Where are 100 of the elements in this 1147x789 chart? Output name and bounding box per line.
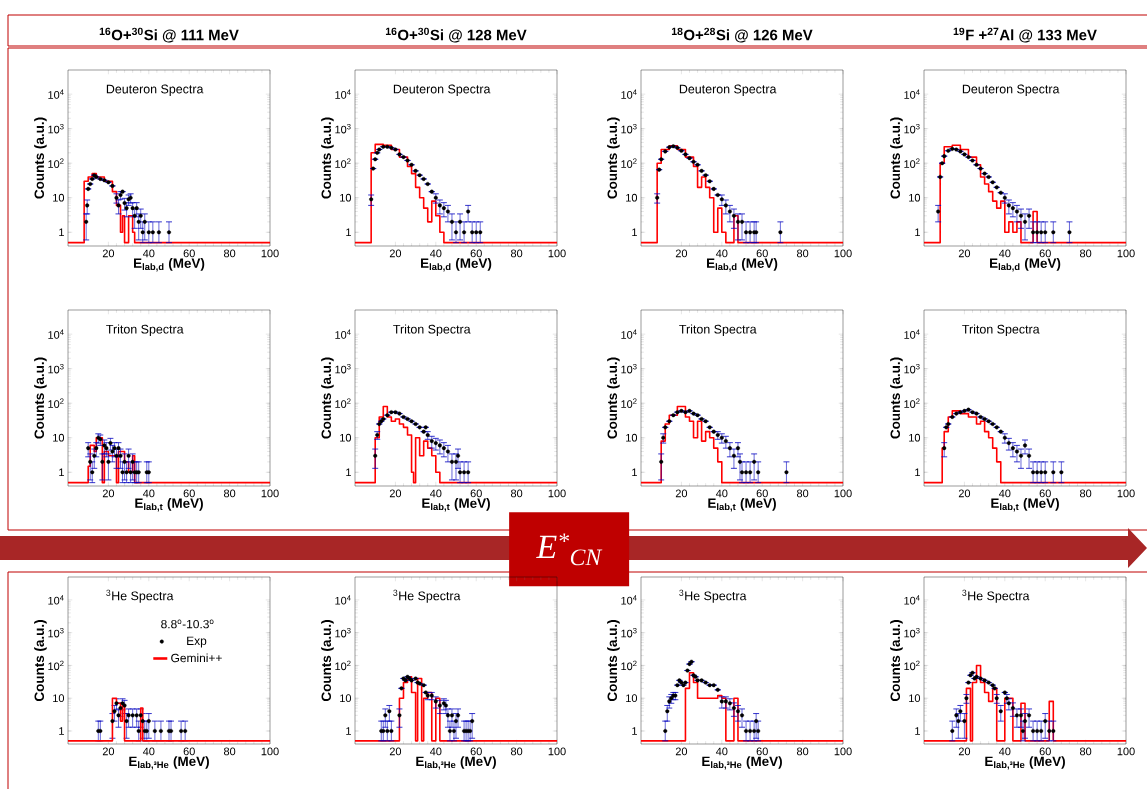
x-tick-label: 20 (389, 747, 402, 756)
y-tick-label: 10$^{3}$ (48, 363, 64, 374)
x-tick-label: 100 (834, 489, 852, 498)
y-tick-label: 10$^{2}$ (48, 158, 64, 168)
x-tick-label: 20 (102, 489, 115, 498)
x-tick-label: 20 (102, 747, 115, 756)
x-axis-title: E$_{lab,d}$ (MeV) (134, 258, 205, 272)
y-tick-label: 10$^{2}$ (48, 660, 64, 671)
x-tick-label: 20 (389, 489, 402, 498)
y-tick-label: 1 (59, 727, 64, 735)
x-axis-title: E$_{lab,t}$ (MeV) (991, 498, 1059, 512)
x-tick-label: 80 (510, 747, 523, 756)
x-tick-label: 80 (1079, 489, 1092, 498)
text: Triton Spectra (679, 324, 757, 337)
y-tick-label: 1 (915, 228, 920, 237)
x-tick-label: 100 (1117, 249, 1135, 258)
x-tick-label: 60 (1039, 249, 1051, 258)
x-axis-title: E$_{lab,t}$ (MeV) (135, 498, 203, 512)
y-tick-label: 10$^{3}$ (48, 627, 64, 638)
x-tick-label: 60 (756, 249, 768, 258)
x-tick-label: 80 (796, 489, 809, 498)
x-tick-label: 40 (715, 489, 728, 498)
text: $^{3}$He Spectra (679, 589, 747, 603)
x-tick-label: 40 (998, 249, 1011, 258)
y-tick-label: 10 (626, 433, 638, 442)
y-tick-label: 1 (915, 468, 920, 477)
y-tick-label: 1 (632, 727, 637, 735)
y-tick-label: 1 (346, 228, 351, 237)
x-tick-label: 60 (756, 747, 768, 756)
text: Triton Spectra (106, 324, 184, 337)
y-tick-label: 10$^{3}$ (621, 627, 637, 638)
y-tick-label: 10$^{2}$ (48, 398, 64, 408)
y-tick-label: 10$^{2}$ (621, 398, 637, 408)
y-tick-label: 10$^{4}$ (904, 89, 920, 99)
y-axis-title: Counts (a.u.) (34, 620, 47, 702)
x-tick-label: 80 (796, 747, 809, 756)
text: $^{3}$He Spectra (393, 589, 461, 603)
x-tick-label: 40 (998, 747, 1011, 756)
x-tick-label: 60 (183, 747, 195, 756)
x-tick-label: 20 (389, 249, 402, 258)
x-tick-label: 40 (715, 747, 728, 756)
x-tick-label: 100 (261, 489, 279, 498)
y-tick-label: 10$^{2}$ (904, 660, 920, 671)
y-tick-label: 10$^{3}$ (335, 627, 351, 638)
y-tick-label: 10 (340, 433, 352, 442)
x-tick-label: 100 (548, 489, 566, 498)
y-axis-title: Counts (a.u.) (890, 357, 903, 439)
y-axis-title: Counts (a.u.) (34, 357, 47, 439)
text: Triton Spectra (962, 324, 1040, 337)
x-tick-label: 40 (142, 747, 155, 756)
x-axis-title: E$_{lab,d}$ (MeV) (990, 258, 1061, 272)
y-tick-label: 10$^{4}$ (48, 329, 64, 339)
y-tick-label: 1 (346, 468, 351, 477)
x-tick-label: 40 (142, 249, 155, 258)
x-tick-label: 100 (261, 249, 279, 258)
y-tick-label: 10$^{4}$ (335, 329, 351, 339)
x-tick-label: 80 (1079, 747, 1092, 756)
y-tick-label: 10 (909, 433, 921, 442)
y-tick-label: 10$^{2}$ (621, 660, 637, 671)
x-tick-label: 100 (1117, 747, 1135, 756)
y-tick-label: 10$^{3}$ (621, 363, 637, 374)
x-tick-label: 40 (429, 249, 442, 258)
y-tick-label: 10 (626, 193, 638, 202)
y-tick-label: 10$^{4}$ (621, 595, 637, 605)
x-tick-label: 60 (470, 489, 482, 498)
x-tick-label: 100 (834, 249, 852, 258)
y-tick-label: 10$^{4}$ (904, 329, 920, 339)
y-tick-label: 10$^{3}$ (904, 627, 920, 638)
x-tick-label: 20 (102, 249, 115, 258)
text: E$^{*}$CN (536, 533, 603, 566)
x-tick-label: 80 (1079, 249, 1092, 258)
y-axis-title: Counts (a.u.) (321, 357, 334, 439)
x-tick-label: 40 (429, 747, 442, 756)
x-tick-label: 80 (796, 249, 809, 258)
x-tick-label: 80 (223, 747, 236, 756)
x-axis-title: E$_{lab,d}$ (MeV) (421, 258, 492, 272)
y-tick-label: 10 (53, 433, 65, 442)
x-tick-label: 20 (958, 249, 971, 258)
x-axis-title: E$_{lab,d}$ (MeV) (707, 258, 778, 272)
y-tick-label: 10 (909, 694, 921, 703)
x-tick-label: 80 (223, 249, 236, 258)
x-tick-label: 100 (834, 747, 852, 756)
y-axis-title: Counts (a.u.) (890, 117, 903, 199)
x-tick-label: 80 (510, 489, 523, 498)
x-tick-label: 60 (1039, 747, 1051, 756)
y-tick-label: 10 (626, 694, 638, 703)
y-tick-label: 1 (915, 727, 920, 735)
x-tick-label: 40 (715, 249, 728, 258)
chart-title: $^{16}$O+$^{30}$Si @ 111 MeV (99, 27, 239, 43)
x-axis-title: E$_{lab,³He}$ (MeV) (129, 756, 209, 770)
y-tick-label: 10$^{3}$ (621, 123, 637, 134)
x-tick-label: 100 (1117, 489, 1135, 498)
text: Deuteron Spectra (393, 84, 491, 96)
y-axis-title: Counts (a.u.) (607, 357, 620, 439)
chart-title: $^{16}$O+$^{30}$Si @ 128 MeV (385, 27, 527, 43)
x-tick-label: 20 (958, 747, 971, 756)
y-tick-label: 10$^{3}$ (904, 123, 920, 134)
y-tick-label: 10$^{4}$ (621, 89, 637, 99)
y-tick-label: 1 (632, 228, 637, 237)
x-axis-title: E$_{lab,³He}$ (MeV) (985, 756, 1065, 770)
